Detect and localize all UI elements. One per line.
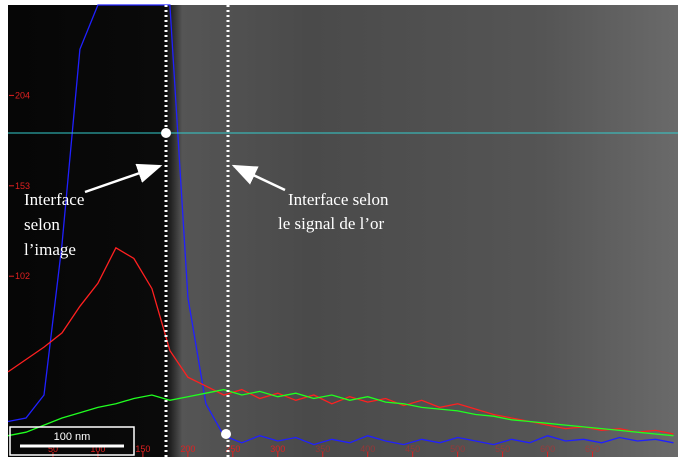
x-tick-label: 300 <box>270 444 285 454</box>
y-tick-label: 102 <box>15 271 30 281</box>
data-line <box>7 4 674 446</box>
arrow <box>231 164 286 192</box>
x-tick-label: 200 <box>180 444 195 454</box>
x-tick-label: 500 <box>450 444 465 454</box>
x-tick-label: 50 <box>48 444 58 454</box>
data-line <box>7 388 674 437</box>
plot: 102 153 204 50 100 150 200 250 300 350 400 450 500 55… <box>7 4 674 457</box>
annotation-line: Interface <box>24 190 84 209</box>
x-tick-label: 350 <box>315 444 330 454</box>
x-tick-label: 400 <box>360 444 375 454</box>
annotation: Interface selon le signal de l’or <box>278 190 393 233</box>
x-tick-label: 250 <box>225 444 240 454</box>
micrograph <box>8 5 678 457</box>
arrow <box>84 163 163 194</box>
x-tick-label: 650 <box>585 444 600 454</box>
y-tick-label: 153 <box>15 181 30 191</box>
x-tick-label: 600 <box>540 444 555 454</box>
data-line <box>7 246 674 435</box>
marker-dot <box>221 429 231 439</box>
annotation-line: l’image <box>24 240 76 259</box>
annotation-line: selon <box>24 215 60 234</box>
y-tick-label: 204 <box>15 90 30 100</box>
x-tick-label: 100 <box>90 444 105 454</box>
scale-bar-frame <box>9 426 135 456</box>
x-tick-label: 450 <box>405 444 420 454</box>
x-tick-label: 150 <box>135 444 150 454</box>
annotation: Interface selon l’image <box>24 190 89 259</box>
scale-bar-label: 100 nm <box>54 431 91 443</box>
x-tick-label: 550 <box>495 444 510 454</box>
annotation-line: le signal de l’or <box>278 214 385 233</box>
marker-dot <box>161 128 171 138</box>
annotation-line: Interface selon <box>288 190 389 209</box>
